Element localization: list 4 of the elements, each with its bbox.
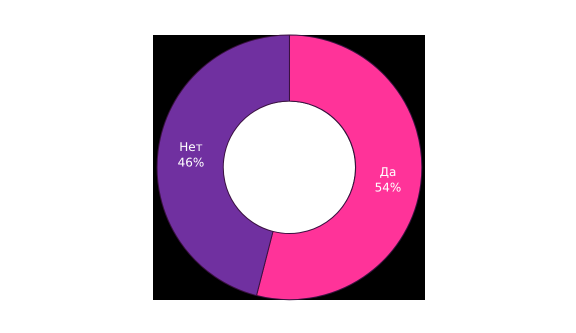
slice-label: Нет bbox=[179, 140, 203, 154]
data-label: 46% bbox=[178, 156, 204, 170]
slice-label: Да bbox=[380, 164, 396, 179]
data-label: 54% bbox=[374, 180, 402, 195]
